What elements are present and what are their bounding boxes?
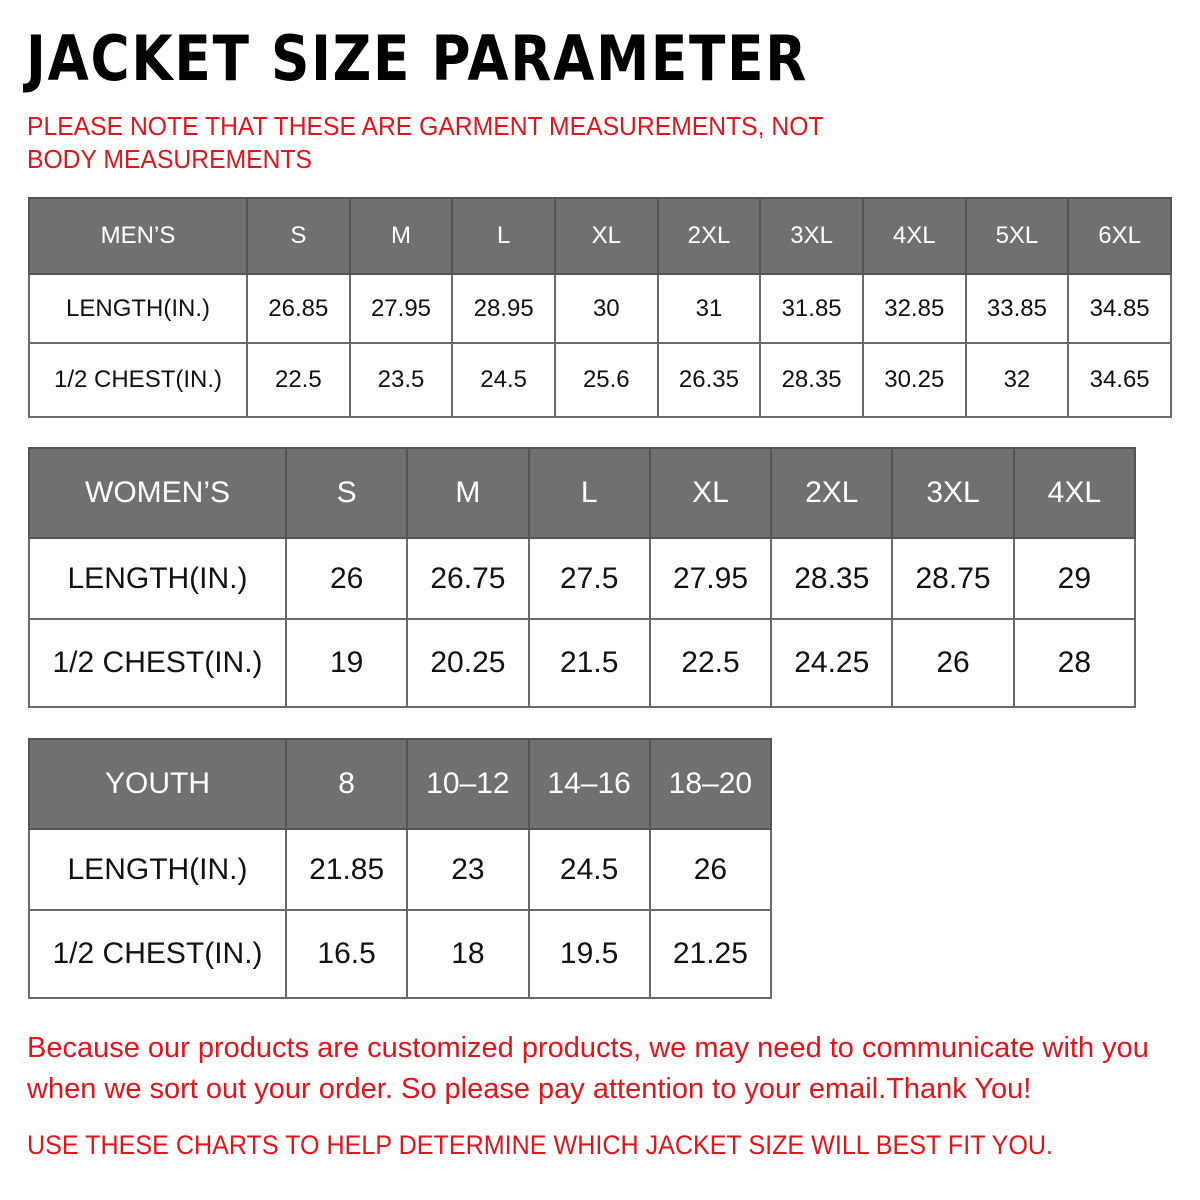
value-cell: 21.5 (527, 618, 651, 708)
value-cell: 32 (964, 342, 1070, 418)
value-cell: 26.85 (246, 273, 351, 344)
row-label-cell: 1/2 CHEST(IN.) (28, 342, 248, 418)
value-cell: 26.35 (656, 342, 762, 418)
value-cell: 27.95 (348, 273, 454, 344)
header-row: YOUTH 8 10–12 14–16 18–20 (28, 738, 773, 830)
row-label-cell: LENGTH(IN.) (28, 828, 287, 911)
value-cell: 28.35 (770, 537, 894, 620)
youth-size-table: YOUTH 8 10–12 14–16 18–20 LENGTH(IN.) 21.85 23 2… (28, 738, 773, 999)
value-cell: 31 (656, 273, 762, 344)
value-cell: 26 (891, 618, 1015, 708)
value-cell: 24.25 (770, 618, 894, 708)
table-row: LENGTH(IN.) 26.85 27.95 28.95 30 31 31.85 32.85… (28, 273, 1172, 344)
women-size-table: WOMEN’S S M L XL 2XL 3XL 4XL LENGTH(IN.) 26 26.75 2… (28, 447, 1137, 708)
value-cell: 18 (406, 909, 530, 999)
size-header-cell: 2XL (656, 197, 762, 275)
size-header-cell: 18–20 (648, 738, 773, 830)
value-cell: 23 (406, 828, 530, 911)
header-row: MEN’S S M L XL 2XL 3XL 4XL 5XL 6XL (28, 197, 1172, 275)
table-title-cell: WOMEN’S (28, 447, 287, 539)
table-row: 1/2 CHEST(IN.) 19 20.25 21.5 22.5 24.25 26 28 (28, 618, 1137, 708)
size-header-cell: S (284, 447, 409, 539)
size-header-cell: 14–16 (527, 738, 651, 830)
size-header-cell: 4XL (1012, 447, 1137, 539)
men-size-table: MEN’S S M L XL 2XL 3XL 4XL 5XL 6XL LENGTH(IN.) 26.8… (28, 197, 1172, 418)
size-header-cell: 2XL (770, 447, 894, 539)
value-cell: 34.65 (1067, 342, 1172, 418)
table-row: 1/2 CHEST(IN.) 16.5 18 19.5 21.25 (28, 909, 773, 999)
value-cell: 26.75 (406, 537, 530, 620)
size-header-cell: M (406, 447, 530, 539)
size-header-cell: 8 (284, 738, 409, 830)
table-title-cell: MEN’S (28, 197, 248, 275)
row-label-cell: 1/2 CHEST(IN.) (28, 909, 287, 999)
value-cell: 24.5 (451, 342, 556, 418)
size-header-cell: L (527, 447, 651, 539)
value-cell: 28.35 (759, 342, 864, 418)
value-cell: 28 (1012, 618, 1137, 708)
value-cell: 33.85 (964, 273, 1070, 344)
value-cell: 26 (648, 828, 773, 911)
value-cell: 25.6 (553, 342, 659, 418)
value-cell: 30.25 (861, 342, 967, 418)
size-header-cell: 6XL (1067, 197, 1172, 275)
size-header-cell: XL (648, 447, 773, 539)
measurement-note: PLEASE NOTE THAT THESE ARE GARMENT MEASU… (27, 111, 824, 174)
table-title-cell: YOUTH (28, 738, 287, 830)
size-header-cell: L (451, 197, 556, 275)
value-cell: 28.95 (451, 273, 556, 344)
value-cell: 21.85 (284, 828, 409, 911)
row-label-cell: 1/2 CHEST(IN.) (28, 618, 287, 708)
value-cell: 28.75 (891, 537, 1015, 620)
size-header-cell: M (348, 197, 454, 275)
value-cell: 27.95 (648, 537, 773, 620)
row-label-cell: LENGTH(IN.) (28, 537, 287, 620)
size-header-cell: 10–12 (406, 738, 530, 830)
table-row: LENGTH(IN.) 26 26.75 27.5 27.95 28.35 28.75 29 (28, 537, 1137, 620)
value-cell: 32.85 (861, 273, 967, 344)
value-cell: 30 (553, 273, 659, 344)
value-cell: 21.25 (648, 909, 773, 999)
value-cell: 31.85 (759, 273, 864, 344)
page-title: JACKET SIZE PARAMETER (26, 22, 809, 95)
size-header-cell: XL (553, 197, 659, 275)
value-cell: 29 (1012, 537, 1137, 620)
size-header-cell: 3XL (891, 447, 1015, 539)
value-cell: 27.5 (527, 537, 651, 620)
value-cell: 20.25 (406, 618, 530, 708)
value-cell: 22.5 (246, 342, 351, 418)
size-header-cell: 4XL (861, 197, 967, 275)
table-row: 1/2 CHEST(IN.) 22.5 23.5 24.5 25.6 26.35 28.35… (28, 342, 1172, 418)
customization-message: Because our products are customized prod… (27, 1032, 1149, 1105)
value-cell: 16.5 (284, 909, 409, 999)
value-cell: 26 (284, 537, 409, 620)
size-header-cell: 5XL (964, 197, 1070, 275)
value-cell: 24.5 (527, 828, 651, 911)
value-cell: 19.5 (527, 909, 651, 999)
row-label-cell: LENGTH(IN.) (28, 273, 248, 344)
table-row: LENGTH(IN.) 21.85 23 24.5 26 (28, 828, 773, 911)
value-cell: 19 (284, 618, 409, 708)
value-cell: 34.85 (1067, 273, 1172, 344)
size-header-cell: S (246, 197, 351, 275)
value-cell: 22.5 (648, 618, 773, 708)
size-instruction: USE THESE CHARTS TO HELP DETERMINE WHICH… (27, 1130, 1054, 1160)
header-row: WOMEN’S S M L XL 2XL 3XL 4XL (28, 447, 1137, 539)
size-header-cell: 3XL (759, 197, 864, 275)
value-cell: 23.5 (348, 342, 454, 418)
